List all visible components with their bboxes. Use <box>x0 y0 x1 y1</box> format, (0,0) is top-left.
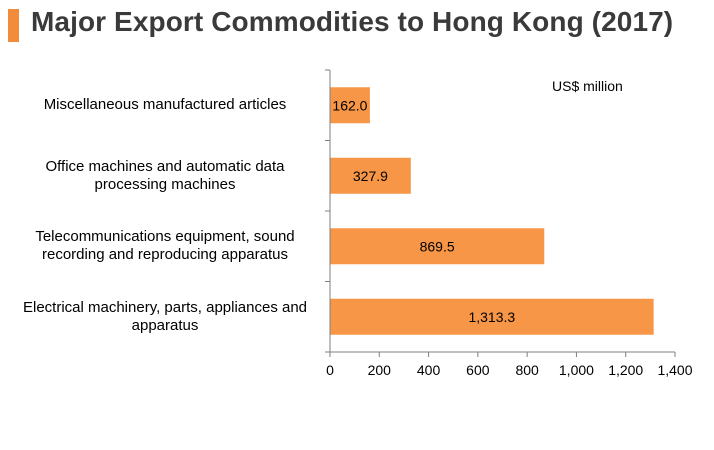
bar <box>330 87 370 124</box>
x-tick-label: 0 <box>326 362 334 378</box>
category-label: Office machines and automatic data proces… <box>5 158 325 194</box>
category-label-line: Telecommunications equipment, sound <box>35 228 295 246</box>
title-accent-bar <box>8 9 19 42</box>
category-label-line: processing machines <box>94 175 236 193</box>
category-label: Telecommunications equipment, sound recor… <box>5 228 325 264</box>
category-label-line: recording and reproducing apparatus <box>42 246 288 264</box>
bar <box>330 298 654 335</box>
bar <box>330 157 411 194</box>
category-label-line: Miscellaneous manufactured articles <box>43 96 287 114</box>
data-label: 162.0 <box>332 97 367 113</box>
unit-label: US$ million <box>552 78 623 94</box>
category-label-line: Electrical machinery, parts, appliances … <box>22 298 308 316</box>
x-tick-label: 1,400 <box>657 362 692 378</box>
x-tick-label: 800 <box>515 362 539 378</box>
x-tick-label: 400 <box>417 362 441 378</box>
data-label: 1,313.3 <box>468 309 515 325</box>
x-tick-label: 1,000 <box>559 362 594 378</box>
category-label-line: Office machines and automatic data <box>45 157 285 175</box>
chart-title: Major Export Commodities to Hong Kong (2… <box>31 6 674 37</box>
category-label: Miscellaneous manufactured articles <box>5 96 325 114</box>
x-tick-label: 200 <box>368 362 392 378</box>
bar <box>330 228 545 265</box>
category-label-line: apparatus <box>131 316 199 334</box>
data-label: 869.5 <box>420 238 455 254</box>
x-tick-label: 1,200 <box>608 362 643 378</box>
category-label: Electrical machinery, parts, appliances … <box>5 299 325 335</box>
data-label: 327.9 <box>353 168 388 184</box>
x-tick-label: 600 <box>466 362 490 378</box>
